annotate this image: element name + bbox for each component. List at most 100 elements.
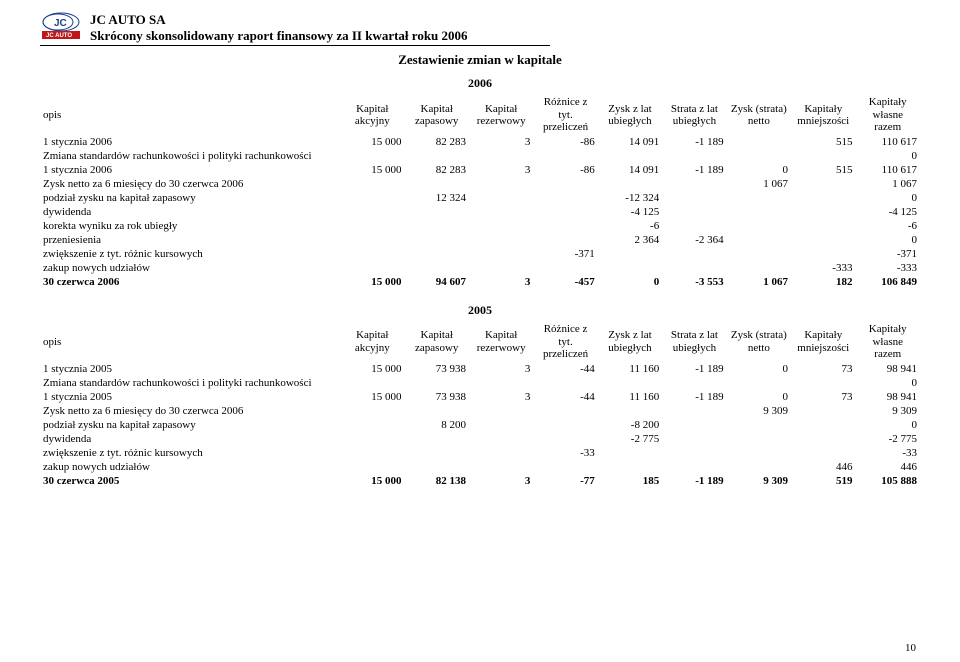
table-row: 1 stycznia 200515 00073 9383-4411 160-1 …	[40, 362, 920, 376]
cell-value	[469, 404, 533, 418]
cell-value	[405, 177, 469, 191]
cell-value: 15 000	[340, 362, 404, 376]
cell-value: -333	[855, 261, 920, 275]
col-c8: Kapitały mniejszości	[791, 95, 855, 135]
cell-value: 0	[855, 149, 920, 163]
row-desc: 1 stycznia 2005	[40, 390, 340, 404]
cell-value	[533, 205, 597, 219]
svg-text:JC AUTO: JC AUTO	[46, 33, 72, 39]
cell-value	[791, 177, 855, 191]
col-c7: Zysk (strata) netto	[727, 322, 791, 362]
col-c1: Kapitał akcyjny	[340, 322, 404, 362]
cell-value: -457	[533, 275, 597, 289]
row-desc: Zmiana standardów rachunkowości i polity…	[40, 149, 340, 163]
year-2005: 2005	[40, 303, 920, 318]
cell-value: 82 283	[405, 163, 469, 177]
cell-value: 12 324	[405, 191, 469, 205]
cell-value	[662, 418, 726, 432]
cell-value: 73	[791, 362, 855, 376]
cell-value	[469, 149, 533, 163]
cell-value	[791, 247, 855, 261]
cell-value: -8 200	[598, 418, 662, 432]
cell-value	[598, 446, 662, 460]
table-title: Zestawienie zmian w kapitale	[40, 52, 920, 68]
cell-value: -2 775	[598, 432, 662, 446]
cell-value	[791, 418, 855, 432]
cell-value	[727, 135, 791, 149]
cell-value	[340, 261, 404, 275]
cell-value	[405, 261, 469, 275]
cell-value	[727, 233, 791, 247]
cell-value	[340, 376, 404, 390]
col-desc: opis	[40, 322, 340, 362]
row-desc: podział zysku na kapitał zapasowy	[40, 418, 340, 432]
cell-value: 98 941	[855, 362, 920, 376]
cell-value: 9 309	[727, 404, 791, 418]
cell-value	[662, 432, 726, 446]
cell-value	[791, 404, 855, 418]
cell-value: -86	[533, 135, 597, 149]
row-desc: zakup nowych udziałów	[40, 460, 340, 474]
cell-value	[405, 205, 469, 219]
cell-value	[598, 177, 662, 191]
cell-value	[727, 205, 791, 219]
cell-value	[469, 418, 533, 432]
cell-value	[533, 233, 597, 247]
cell-value	[340, 233, 404, 247]
col-c6: Strata z lat ubiegłych	[662, 322, 726, 362]
cell-value	[405, 376, 469, 390]
cell-value	[340, 404, 404, 418]
table-row: Zysk netto za 6 miesięcy do 30 czerwca 2…	[40, 404, 920, 418]
col-c3: Kapitał rezerwowy	[469, 322, 533, 362]
cell-value	[727, 247, 791, 261]
cell-value: 0	[598, 275, 662, 289]
cell-value	[340, 247, 404, 261]
cell-value	[405, 149, 469, 163]
cell-value	[533, 404, 597, 418]
cell-value	[662, 191, 726, 205]
table-total-row: 30 czerwca 200615 00094 6073-4570-3 5531…	[40, 275, 920, 289]
cell-value: -371	[855, 247, 920, 261]
cell-value: -6	[855, 219, 920, 233]
cell-value	[469, 191, 533, 205]
cell-value: 15 000	[340, 474, 404, 488]
cell-value: -33	[855, 446, 920, 460]
cell-value: 182	[791, 275, 855, 289]
table-row: zwiększenie z tyt. różnic kursowych-33-3…	[40, 446, 920, 460]
cell-value: 15 000	[340, 163, 404, 177]
cell-value: -2 364	[662, 233, 726, 247]
cell-value: 1 067	[727, 275, 791, 289]
header-divider	[40, 45, 550, 46]
table-row: przeniesienia2 364-2 3640	[40, 233, 920, 247]
cell-value: 15 000	[340, 275, 404, 289]
table-row: dywidenda-2 775-2 775	[40, 432, 920, 446]
cell-value: -1 189	[662, 163, 726, 177]
cell-value	[533, 177, 597, 191]
cell-value	[340, 205, 404, 219]
cell-value	[340, 432, 404, 446]
cell-value: -1 189	[662, 362, 726, 376]
cell-value: 106 849	[855, 275, 920, 289]
cell-value	[791, 432, 855, 446]
cell-value	[340, 177, 404, 191]
cell-value	[598, 261, 662, 275]
cell-value	[791, 446, 855, 460]
cell-value	[662, 460, 726, 474]
cell-value: 446	[855, 460, 920, 474]
row-desc: korekta wyniku za rok ubiegły	[40, 219, 340, 233]
row-desc: zakup nowych udziałów	[40, 261, 340, 275]
cell-value	[727, 418, 791, 432]
cell-value: 94 607	[405, 275, 469, 289]
cell-value: 73 938	[405, 362, 469, 376]
table-row: Zysk netto za 6 miesięcy do 30 czerwca 2…	[40, 177, 920, 191]
col-c2: Kapitał zapasowy	[405, 322, 469, 362]
cell-value	[405, 432, 469, 446]
cell-value	[598, 247, 662, 261]
cell-value	[598, 460, 662, 474]
cell-value: 185	[598, 474, 662, 488]
col-c4: Różnice z tyt. przeliczeń	[533, 322, 597, 362]
cell-value: 515	[791, 135, 855, 149]
cell-value: -44	[533, 362, 597, 376]
cell-value	[727, 219, 791, 233]
cell-value	[340, 191, 404, 205]
